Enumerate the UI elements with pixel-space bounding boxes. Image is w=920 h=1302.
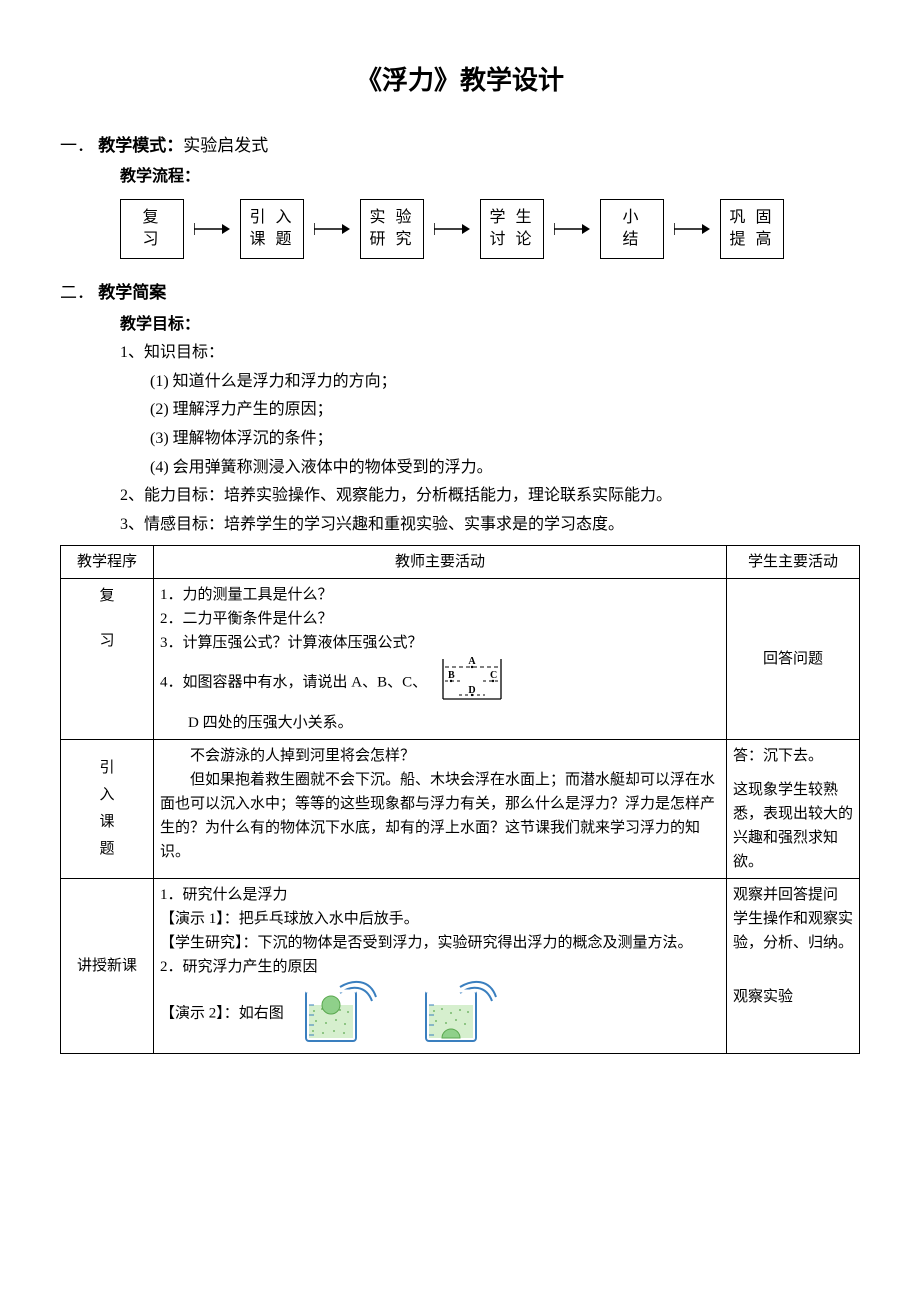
flow-box-1-l2: 习 [142,229,161,251]
plan-table: 教学程序 教师主要活动 学生主要活动 复 习 1．力的测量工具是什么？ 2．二力… [60,545,860,1054]
intro-prog-char: 课 [67,809,147,836]
cell-teach-student: 观察并回答提问 学生操作和观察实验，分析、归纳。 观察实验 [727,879,860,1054]
flow-box-5: 小 结 [600,199,664,259]
knowledge-item-3: (3) 理解物体浮沉的条件； [60,426,860,452]
cell-teach-prog: 讲授新课 [61,879,154,1054]
cell-review-prog: 复 习 [61,579,154,740]
th-student: 学生主要活动 [727,546,860,579]
section2-heading: 二． 教学简案 [60,279,860,306]
flow-arrow-5 [674,219,710,239]
flow-box-1-l1: 复 [142,207,161,229]
goals-label: 教学目标： [60,312,860,338]
emotion-label: 3、情感目标：培养学生的学习兴趣和重视实验、实事求是的学习态度。 [60,512,860,538]
flow-label: 教学流程： [60,164,860,190]
teach-student-2: 学生操作和观察实验，分析、归纳。 [733,907,853,955]
intro-prog-char: 入 [67,782,147,809]
teach-t5: 【演示 2】：如右图 [160,1006,284,1022]
review-t4b: D 四处的压强大小关系。 [160,711,720,735]
flow-box-3-l1: 实 验 [369,207,414,229]
knowledge-label: 1、知识目标： [60,340,860,366]
review-t1: 1．力的测量工具是什么？ [160,583,720,607]
intro-student-1: 答：沉下去。 [733,744,853,768]
review-prog-l2: 习 [67,628,147,655]
th-program: 教学程序 [61,546,154,579]
flow-box-6: 巩 固 提 高 [720,199,784,259]
flow-box-6-l1: 巩 固 [729,207,774,229]
cell-teach-teacher: 1．研究什么是浮力 【演示 1】：把乒乓球放入水中后放手。 【学生研究】：下沉的… [154,879,727,1054]
review-t4-wrap: 4．如图容器中有水，请说出 A、B、C、 [160,655,720,711]
flow-box-2: 引 入 课 题 [240,199,304,259]
cell-intro-teacher: 不会游泳的人掉到河里将会怎样？ 但如果抱着救生圈就不会下沉。船、木块会浮在水面上… [154,740,727,879]
mode-value: 实验启发式 [183,136,268,155]
flow-box-3: 实 验 研 究 [360,199,424,259]
intro-student-2: 这现象学生较熟悉，表现出较大的兴趣和强烈求知欲。 [733,778,853,874]
flow-diagram: 复 习 引 入 课 题 实 验 研 究 学 生 讨 论 小 结 [120,199,860,259]
row-teach: 讲授新课 1．研究什么是浮力 【演示 1】：把乒乓球放入水中后放手。 【学生研究… [61,879,860,1054]
teach-t4: 2．研究浮力产生的原因 [160,955,720,979]
row-intro: 引入课题 不会游泳的人掉到河里将会怎样？ 但如果抱着救生圈就不会下沉。船、木块会… [61,740,860,879]
ability-label: 2、能力目标：培养实验操作、观察能力，分析概括能力，理论联系实际能力。 [60,483,860,509]
flow-box-5-l2: 结 [622,229,641,251]
mode-label: 教学模式： [98,136,183,155]
beaker-diagrams [298,979,498,1049]
diag-label-D: D [468,685,475,696]
teach-student-1: 观察并回答提问 [733,883,853,907]
review-prog-l1: 复 [67,583,147,610]
flow-box-3-l2: 研 究 [369,229,414,251]
brief-label: 教学简案 [98,283,166,302]
flow-box-6-l2: 提 高 [729,229,774,251]
knowledge-item-4: (4) 会用弹簧称测浸入液体中的物体受到的浮力。 [60,455,860,481]
th-teacher: 教师主要活动 [154,546,727,579]
cell-review-teacher: 1．力的测量工具是什么？ 2．二力平衡条件是什么？ 3．计算压强公式？计算液体压… [154,579,727,740]
teach-t5-wrap: 【演示 2】：如右图 [160,979,720,1049]
teach-student-3: 观察实验 [733,985,853,1009]
intro-teacher-text: 不会游泳的人掉到河里将会怎样？ 但如果抱着救生圈就不会下沉。船、木块会浮在水面上… [160,744,720,864]
knowledge-item-1: (1) 知道什么是浮力和浮力的方向； [60,369,860,395]
flow-box-4-l1: 学 生 [489,207,534,229]
beaker-2-icon [418,979,498,1049]
review-t2: 2．二力平衡条件是什么？ [160,607,720,631]
container-diagram: A B C D [437,655,507,711]
teach-t3: 【学生研究】：下沉的物体是否受到浮力，实验研究得出浮力的概念及测量方法。 [160,931,720,955]
flow-box-4: 学 生 讨 论 [480,199,544,259]
cell-review-student: 回答问题 [727,579,860,740]
flow-arrow-3 [434,219,470,239]
teach-t1: 1．研究什么是浮力 [160,883,720,907]
section1-num: 一． [60,136,94,155]
section2-num: 二． [60,283,94,302]
diag-label-B: B [448,670,455,681]
cell-intro-student: 答：沉下去。 这现象学生较熟悉，表现出较大的兴趣和强烈求知欲。 [727,740,860,879]
cell-intro-prog: 引入课题 [61,740,154,879]
flow-arrow-2 [314,219,350,239]
review-t4a: 4．如图容器中有水，请说出 A、B、C、 [160,675,427,691]
flow-box-2-l2: 课 题 [249,229,294,251]
row-review: 复 习 1．力的测量工具是什么？ 2．二力平衡条件是什么？ 3．计算压强公式？计… [61,579,860,740]
intro-prog-char: 题 [67,836,147,863]
page-title: 《浮力》教学设计 [60,60,860,102]
diag-label-C: C [490,670,497,681]
diag-label-A: A [468,656,476,667]
flow-arrow-1 [194,219,230,239]
flow-arrow-4 [554,219,590,239]
review-t3: 3．计算压强公式？计算液体压强公式？ [160,631,720,655]
flow-box-5-l1: 小 [622,207,641,229]
intro-prog-char: 引 [67,755,147,782]
flow-box-4-l2: 讨 论 [489,229,534,251]
knowledge-item-2: (2) 理解浮力产生的原因； [60,397,860,423]
section1-heading: 一． 教学模式：实验启发式 [60,132,860,159]
teach-t2: 【演示 1】：把乒乓球放入水中后放手。 [160,907,720,931]
flow-box-1: 复 习 [120,199,184,259]
beaker-1-icon [298,979,378,1049]
flow-box-2-l1: 引 入 [249,207,294,229]
